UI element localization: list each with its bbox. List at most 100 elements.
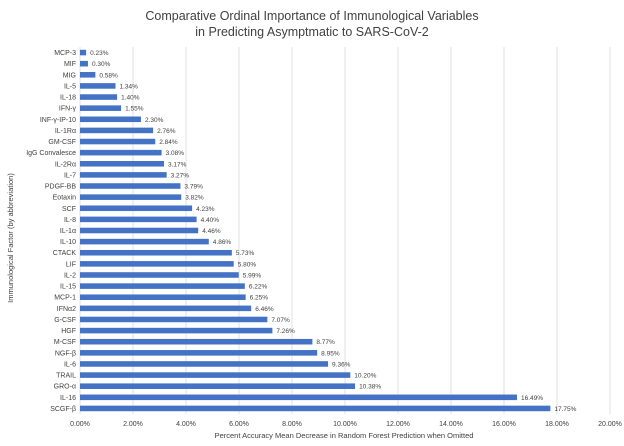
x-tick-labels: 0.00% 2.00% 4.00% 6.00% 8.00% 10.00% 12.00% 14.…	[70, 421, 622, 428]
data-label: 3.82%	[185, 195, 204, 202]
bar	[80, 149, 162, 156]
category-label: IL-7	[64, 172, 76, 179]
x-tick-label: 20.00%	[598, 421, 622, 428]
data-label: 4.23%	[196, 206, 215, 213]
data-label: 6.22%	[249, 284, 268, 291]
category-label: IL-2	[64, 272, 76, 279]
data-label: 3.79%	[184, 184, 203, 191]
data-label: 0.58%	[99, 72, 118, 79]
bar	[80, 405, 551, 412]
data-label: 8.77%	[316, 339, 335, 346]
bar	[80, 283, 245, 289]
bar	[80, 249, 232, 256]
bar	[80, 49, 87, 56]
category-label: IFN-γ	[59, 106, 77, 113]
data-label: 4.46%	[202, 228, 221, 235]
x-tick-label: 4.00%	[176, 421, 196, 428]
data-label: 7.07%	[271, 317, 290, 324]
x-tick-label: 8.00%	[282, 421, 302, 428]
bar	[80, 372, 351, 378]
data-label: 4.40%	[201, 217, 220, 224]
data-label: 5.99%	[243, 272, 262, 279]
category-label: IL-6	[64, 361, 76, 368]
data-label: 1.34%	[120, 83, 139, 90]
x-axis-title: Percent Accuracy Mean Decrease in Random…	[215, 431, 474, 440]
category-label: MCP-1	[54, 295, 76, 302]
bar	[80, 116, 141, 123]
data-label: 3.08%	[166, 150, 185, 157]
category-label: IL-5	[64, 83, 76, 90]
category-label: IL-8	[64, 217, 76, 224]
bar	[80, 105, 122, 111]
bar	[80, 160, 165, 167]
category-label: IL-16	[60, 395, 76, 402]
x-tick-label: 18.00%	[545, 421, 569, 428]
category-label: Eotaxin	[53, 195, 76, 202]
category-label: IL-2Rα	[55, 161, 76, 168]
bar	[80, 227, 199, 234]
bar	[80, 194, 182, 200]
data-label: 2.30%	[145, 117, 164, 124]
category-label: CTACK	[53, 250, 77, 257]
x-tick-label: 6.00%	[229, 421, 249, 428]
data-label: 1.55%	[125, 106, 144, 113]
data-label: 10.20%	[354, 373, 376, 380]
category-label: IgG Convalesce	[26, 150, 76, 157]
bar	[80, 261, 234, 267]
data-label: 6.25%	[250, 295, 269, 302]
category-label: IL-1α	[60, 228, 76, 235]
bar	[80, 361, 329, 367]
chart-title-line-2: in Predicting Asymptmatic to SARS-CoV-2	[195, 25, 428, 39]
chart-title-line-1: Comparative Ordinal Importance of Immuno…	[145, 9, 478, 23]
data-label: 10.38%	[359, 384, 381, 391]
bar	[80, 338, 313, 345]
category-label: IL-1Rα	[55, 128, 76, 135]
x-tick-label: 12.00%	[386, 421, 410, 428]
bar	[80, 383, 356, 389]
x-tick-label: 2.00%	[123, 421, 143, 428]
category-label: PDGF-BB	[45, 184, 76, 191]
bar	[80, 83, 116, 89]
bar	[80, 72, 96, 78]
data-label: 4.86%	[213, 239, 232, 246]
x-tick-label: 10.00%	[333, 421, 357, 428]
category-label: GRO-α	[54, 384, 76, 391]
data-label: 9.36%	[332, 361, 351, 368]
category-label: SCF	[62, 206, 76, 213]
bar	[80, 305, 252, 312]
gridlines	[79, 47, 611, 414]
bar	[80, 138, 156, 145]
data-label: 3.27%	[171, 172, 190, 179]
x-tick-label: 14.00%	[439, 421, 463, 428]
bar	[80, 127, 154, 134]
category-labels: MCP-3 MIF MIG IL-5 IL-18 IFN-γ INF-γ-IP-10 IL-1…	[26, 50, 76, 413]
bar	[80, 316, 268, 323]
data-label: 7.26%	[276, 328, 295, 335]
category-label: SCGF-β	[50, 406, 76, 413]
data-label: 0.30%	[92, 61, 111, 68]
category-label: IL-10	[60, 239, 76, 246]
data-label: 17.75%	[554, 406, 576, 413]
y-axis-title: Immunological Factor (by abbreviation)	[6, 173, 15, 303]
data-label: 1.40%	[121, 95, 140, 102]
bar	[80, 172, 167, 178]
bar	[80, 327, 273, 334]
bar	[80, 238, 209, 245]
data-label: 16.49%	[521, 395, 543, 402]
category-label: INF-γ-IP-10	[40, 117, 76, 124]
data-label: 2.84%	[159, 139, 178, 146]
bar	[80, 350, 318, 356]
bar	[80, 216, 197, 223]
bar	[80, 205, 193, 212]
bar	[80, 394, 517, 401]
data-label: 0.23%	[90, 50, 109, 57]
category-label: LIF	[66, 261, 76, 268]
category-label: MIF	[64, 61, 76, 68]
category-label: M-CSF	[54, 339, 76, 346]
category-label: IL-15	[60, 284, 76, 291]
data-label: 2.76%	[157, 128, 176, 135]
bar	[80, 60, 88, 67]
category-label: MCP-3	[54, 50, 76, 57]
data-label: 5.73%	[236, 250, 255, 257]
